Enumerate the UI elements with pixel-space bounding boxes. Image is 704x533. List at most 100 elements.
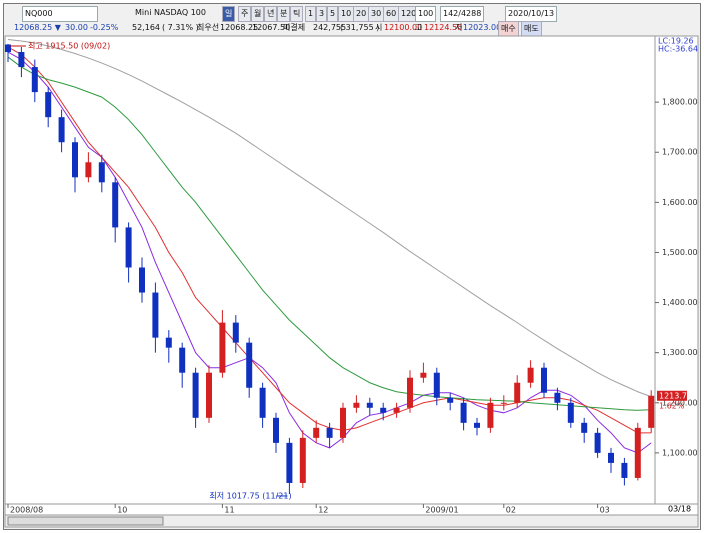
candle-body (125, 227, 132, 268)
label: 시 (375, 23, 383, 32)
candle-body (179, 347, 186, 373)
moving-average (7, 39, 652, 398)
candle-body (460, 402, 467, 423)
x-tick-label: 10 (117, 506, 127, 515)
candle-body (621, 462, 628, 478)
label: 고 (415, 23, 423, 32)
label: 최우선 (197, 23, 220, 32)
candle-body (447, 397, 454, 403)
candle-body (634, 427, 641, 478)
candle-body (139, 267, 145, 293)
y-tick-label: 1,200.00 (662, 398, 698, 407)
interval-button[interactable]: 1 (305, 6, 317, 22)
y-tick-label: 1,700.00 (662, 148, 698, 157)
last-price: 12068.25 ▼ (14, 23, 61, 32)
period-button[interactable]: 주 (238, 6, 252, 22)
ask: 12068.25 (220, 23, 259, 32)
oi-change: ( 31,755 ) (340, 23, 380, 32)
volume: 52,164 (132, 23, 160, 32)
volume-rate: ( 7.31% ) (162, 23, 199, 32)
candle-body (353, 402, 360, 408)
last-price: 1213.75 (659, 391, 692, 400)
candle-body (286, 442, 293, 483)
y-tick-label: 1,400.00 (662, 298, 698, 307)
open: 12100.00 (384, 23, 423, 32)
last-date: 03/18 (668, 505, 691, 514)
candle-body (85, 162, 92, 178)
change-rate: -0.25% (90, 23, 119, 32)
candle-body (393, 407, 400, 413)
bid: 12067.50 (252, 23, 291, 32)
candle-body (527, 367, 534, 383)
x-tick-label: 03 (600, 506, 610, 515)
label: 미결제 (283, 23, 306, 32)
candle-body (232, 322, 239, 343)
candle-body (72, 142, 78, 178)
period-button[interactable]: 월 (251, 6, 265, 22)
x-tick-label: 12 (318, 506, 328, 515)
candle-body (152, 292, 159, 338)
y-tick-label: 1,800.00 (662, 98, 698, 107)
high: 12124.50 (424, 23, 463, 32)
candle-body (541, 367, 547, 393)
candle-body (380, 407, 387, 413)
price-axis (654, 35, 699, 505)
candle-body (206, 372, 212, 418)
candle-body (340, 407, 346, 438)
candle-body (594, 432, 601, 453)
period-button[interactable]: 분 (277, 6, 291, 22)
period-button[interactable]: 일 (222, 6, 236, 22)
last-price-box (657, 390, 687, 401)
label: 저 (455, 23, 463, 32)
y-tick-label: 1,600.00 (662, 198, 698, 207)
interval-button[interactable]: 3 (316, 6, 328, 22)
low-annotation: 최저 1017.75 (11/21) (209, 490, 291, 500)
candle-body (31, 67, 38, 93)
candle-body (474, 422, 480, 428)
x-tick-label: 02 (506, 506, 516, 515)
candle-body (326, 427, 333, 438)
candle-body (313, 427, 320, 438)
candle-body (259, 387, 266, 418)
x-tick-label: 2009/01 (425, 506, 458, 515)
candle-body (608, 452, 614, 463)
moving-average (7, 56, 652, 411)
high-annotation: 최고 1915.50 (09/02) (28, 41, 110, 51)
y-tick-label: 1,100.00 (662, 448, 698, 457)
open-interest: 242,755 (313, 23, 347, 32)
candle-body (366, 402, 373, 408)
candle-body (581, 422, 588, 433)
candle-body (192, 372, 199, 418)
candle-body (45, 92, 52, 118)
scroll-thumb[interactable] (7, 516, 164, 526)
period-button[interactable]: 년 (264, 6, 278, 22)
candle-body (58, 117, 65, 143)
x-tick-label: 11 (224, 506, 234, 515)
period-button[interactable]: 틱 (290, 6, 304, 22)
candle-body (487, 402, 494, 428)
candle-body (299, 437, 306, 483)
candle-body (246, 342, 253, 388)
range-display: 142/4288 (440, 6, 485, 22)
candle-body (567, 402, 574, 423)
candle-body (514, 382, 521, 403)
time-axis (4, 503, 699, 516)
symbol-input[interactable]: NQ000 (22, 6, 98, 22)
candle-body (5, 44, 11, 53)
x-tick-label: 2008/08 (10, 506, 43, 515)
interval-button[interactable]: 5 (327, 6, 339, 22)
candle-body (407, 377, 413, 408)
y-tick-label: 1,300.00 (662, 348, 698, 357)
candle-body (500, 402, 507, 404)
symbol-name: Mini NASDAQ 100 (135, 8, 206, 17)
candle-body (554, 392, 561, 403)
candle-body (98, 162, 105, 183)
candle-body (433, 372, 440, 398)
candle-body (112, 182, 119, 228)
y-tick-label: 1,500.00 (662, 248, 698, 257)
count-input[interactable]: 100 (415, 6, 437, 22)
scrollbar[interactable] (4, 514, 699, 528)
candle-body (219, 322, 226, 373)
